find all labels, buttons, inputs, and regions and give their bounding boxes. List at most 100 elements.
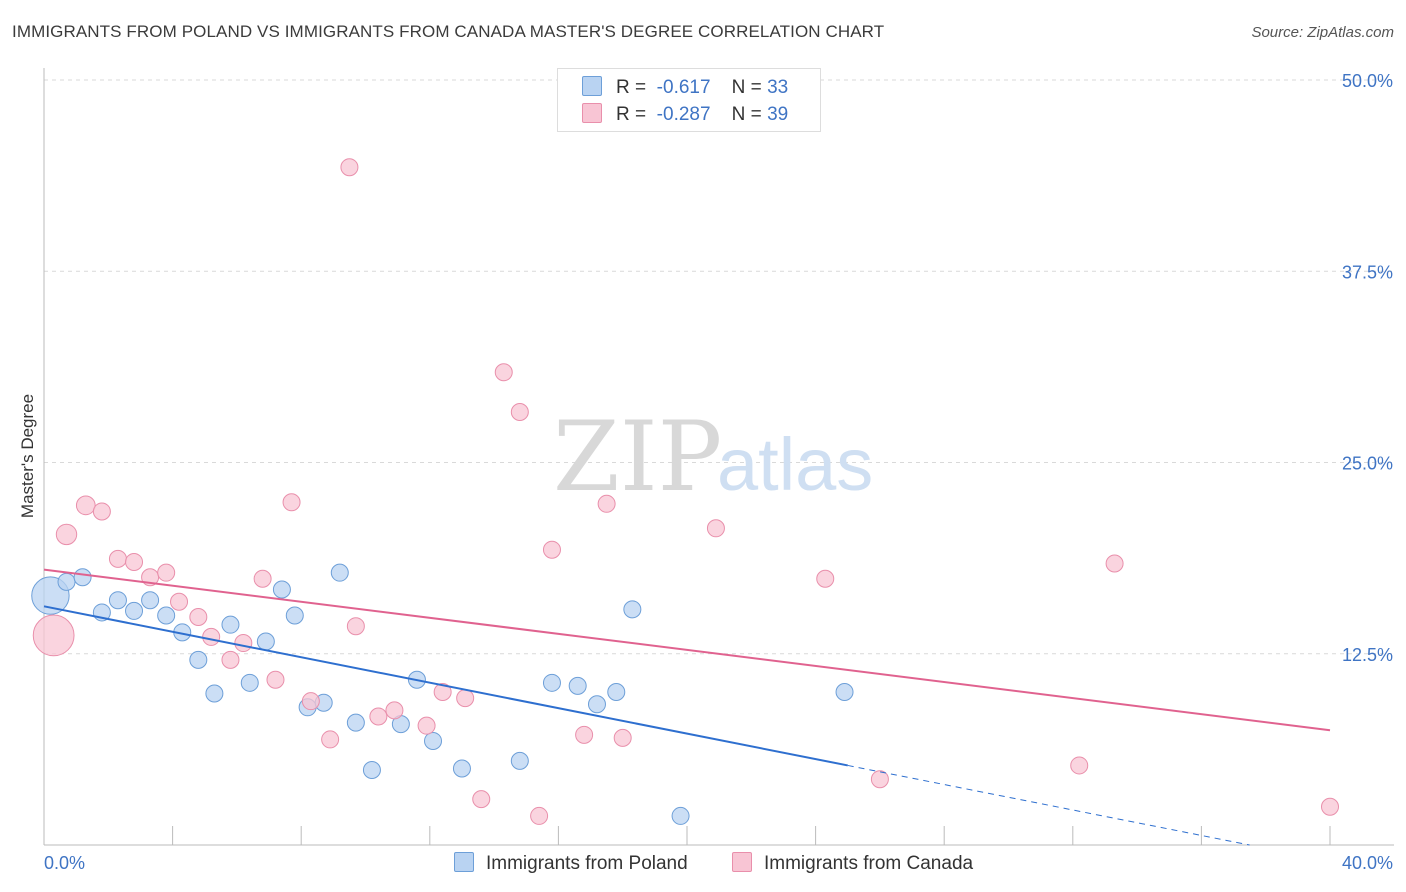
watermark-zip: ZIP	[553, 401, 722, 513]
axes	[43, 68, 1394, 846]
poland-point	[623, 600, 642, 619]
canada-point	[75, 495, 96, 516]
canada-point	[1321, 797, 1339, 816]
source-label: Source: ZipAtlas.com	[1251, 24, 1394, 41]
y-tick-label: 37.5%	[1342, 262, 1393, 282]
poland-trend-line	[43, 605, 848, 767]
canada-point	[870, 770, 889, 789]
poland-point	[272, 580, 291, 599]
poland-point	[452, 759, 471, 778]
canada-point	[613, 728, 632, 747]
canada-swatch	[582, 103, 602, 123]
r-label: R =	[616, 77, 647, 98]
poland-n-value: 33	[767, 77, 789, 98]
poland-swatch	[582, 76, 602, 96]
canada-point	[1070, 756, 1089, 775]
watermark: ZIP atlas	[553, 401, 873, 513]
canada-point	[417, 716, 436, 735]
canada-point	[221, 650, 240, 669]
poland-trend-extension	[847, 764, 1250, 846]
canada-point	[266, 670, 285, 689]
poland-point	[57, 572, 76, 591]
y-tick-label: 12.5%	[1342, 645, 1393, 665]
canada-point	[157, 563, 176, 582]
poland-point	[221, 615, 240, 634]
poland-point	[256, 632, 275, 651]
canada-legend-swatch	[732, 852, 752, 872]
poland-point	[285, 606, 304, 625]
poland-point	[205, 684, 224, 703]
poland-point	[73, 568, 92, 587]
canada-point	[108, 549, 127, 568]
canada-point	[542, 540, 561, 559]
poland-r-value: -0.617	[656, 77, 711, 98]
watermark-atlas: atlas	[717, 423, 873, 506]
bottom-legend-canada: Immigrants from Canada	[732, 852, 973, 875]
points	[31, 158, 1339, 825]
canada-point	[597, 494, 616, 513]
canada-point	[816, 569, 835, 588]
poland-point	[671, 806, 690, 825]
poland-point	[346, 713, 365, 732]
r-label: R =	[616, 104, 647, 125]
canada-point	[706, 519, 725, 538]
poland-point	[362, 761, 381, 780]
trend-lines	[43, 568, 1331, 846]
canada-point	[456, 689, 475, 708]
bottom-legend-poland: Immigrants from Poland	[454, 852, 688, 875]
canada-point	[170, 592, 189, 611]
canada-point	[32, 614, 75, 657]
canada-point	[433, 683, 452, 701]
poland-point	[510, 751, 529, 770]
canada-point	[575, 725, 594, 744]
legend-row-poland: R = -0.617 N = 33	[582, 76, 788, 100]
poland-point	[568, 676, 587, 695]
legend-row-canada: R = -0.287 N = 39	[582, 103, 788, 127]
canada-point	[202, 627, 221, 646]
canada-point	[234, 634, 253, 653]
canada-point	[340, 158, 359, 177]
canada-point	[301, 692, 320, 711]
canada-point	[369, 707, 388, 726]
chart-title: IMMIGRANTS FROM POLAND VS IMMIGRANTS FRO…	[12, 22, 885, 41]
canada-point	[125, 552, 144, 571]
poland-point	[542, 673, 561, 692]
canada-point	[189, 608, 208, 627]
canada-point	[1105, 554, 1124, 573]
canada-point	[321, 730, 340, 749]
canada-point	[510, 403, 529, 422]
n-label: N =	[731, 104, 762, 125]
y-axis-title: Master's Degree	[18, 394, 37, 518]
canada-point	[472, 790, 491, 809]
canada-point	[92, 502, 111, 521]
stats-legend: R = -0.617 N = 33 R = -0.287 N = 39	[557, 68, 821, 132]
poland-point	[189, 650, 208, 669]
canada-trend-line	[43, 568, 1331, 732]
canada-point	[530, 806, 549, 825]
poland-point	[587, 695, 606, 714]
x-tick-label-min: 0.0%	[44, 853, 85, 873]
canada-point	[55, 523, 78, 546]
canada-r-value: -0.287	[656, 104, 711, 125]
canada-point	[494, 363, 513, 382]
poland-point	[424, 731, 443, 750]
canada-point	[385, 701, 404, 720]
canada-point	[282, 493, 301, 512]
poland-point	[141, 591, 160, 610]
y-tick-labels: 12.5% 25.0% 37.5% 50.0%	[1342, 71, 1393, 665]
x-tick-label-max: 40.0%	[1342, 853, 1393, 873]
grid	[44, 79, 1394, 655]
poland-point	[108, 591, 127, 610]
canada-point	[346, 617, 365, 636]
poland-legend-swatch	[454, 852, 474, 872]
y-tick-label: 50.0%	[1342, 71, 1393, 91]
poland-legend-label: Immigrants from Poland	[486, 853, 688, 874]
canada-n-value: 39	[767, 104, 789, 125]
poland-point	[607, 683, 626, 701]
poland-point	[240, 673, 259, 692]
poland-point	[125, 601, 144, 620]
canada-legend-label: Immigrants from Canada	[764, 853, 974, 874]
poland-point	[835, 683, 854, 701]
poland-point	[157, 606, 176, 625]
